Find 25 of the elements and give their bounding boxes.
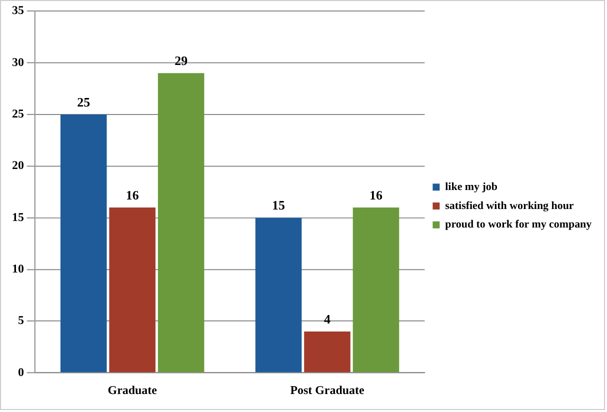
bar xyxy=(109,207,156,372)
x-tick-label: Graduate xyxy=(108,382,157,397)
y-tick-label: 10 xyxy=(12,262,24,276)
legend-label: satisfied with working hour xyxy=(445,200,574,212)
legend-label: proud to work for my company xyxy=(445,218,592,231)
data-label: 25 xyxy=(77,94,90,110)
bar xyxy=(352,207,400,372)
bar xyxy=(60,114,107,372)
data-label: 16 xyxy=(126,187,140,202)
x-tick-label: Post Graduate xyxy=(290,382,364,397)
y-tick-label: 30 xyxy=(12,54,24,69)
y-tick-label: 15 xyxy=(12,210,24,224)
data-label: 16 xyxy=(370,187,383,202)
data-label: 15 xyxy=(272,198,285,213)
y-tick-label: 35 xyxy=(12,3,24,18)
y-tick-label: 25 xyxy=(12,106,24,121)
y-tick-label: 5 xyxy=(18,313,24,328)
data-label: 4 xyxy=(324,311,332,326)
y-tick-label: 20 xyxy=(12,158,24,172)
y-tick-label: 0 xyxy=(18,364,24,379)
data-label: 29 xyxy=(174,53,188,68)
legend-label: like my job xyxy=(445,180,498,193)
bar xyxy=(158,73,204,372)
bar xyxy=(304,331,350,372)
bar xyxy=(255,218,302,372)
